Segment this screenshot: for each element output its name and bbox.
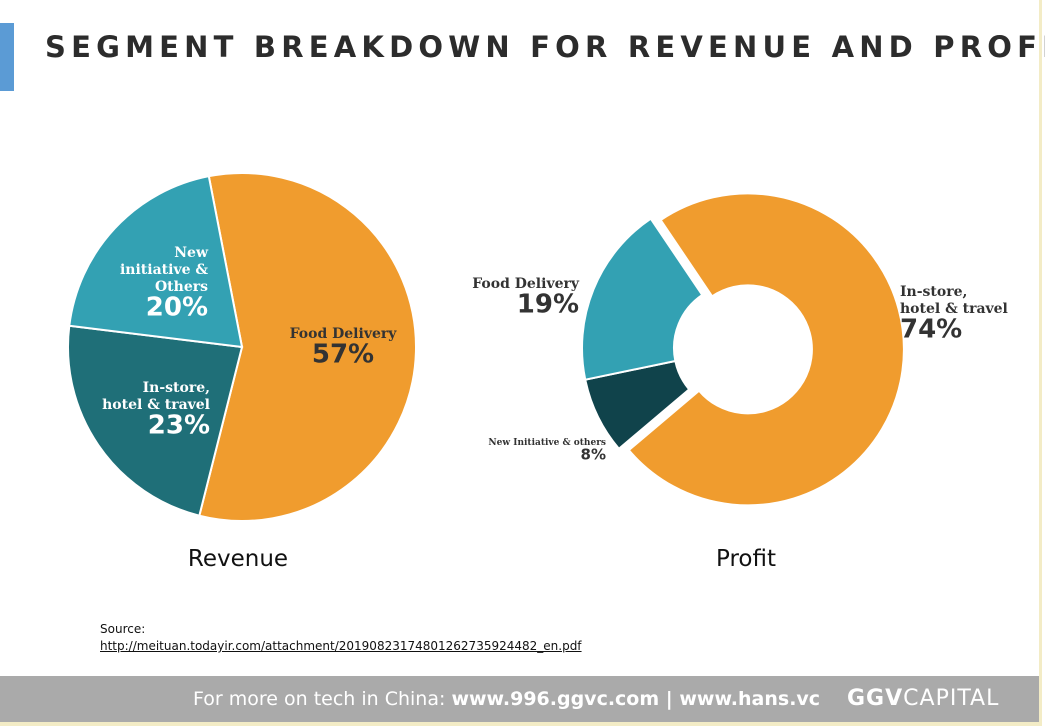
chart1-new-initiative-others-label: New Initiative & others [488,438,606,448]
footer-link-hans[interactable]: www.hans.vc [679,688,821,710]
chart1-in-store-hotel-travel-value: 74% [900,315,962,345]
footer-prefix: For more on tech in China: [193,688,452,710]
chart0-in-store-hotel-travel-label: In-store, [143,380,210,396]
slide-title: SEGMENT BREAKDOWN FOR REVENUE AND PROFIT [45,30,1045,64]
revenue-slice-food-delivery [198,172,418,522]
footer-link-ggvc[interactable]: www.996.ggvc.com [451,688,660,710]
title-accent-bar [0,23,14,91]
chart1-in-store-hotel-travel-label: In-store, [900,284,967,300]
chart0-in-store-hotel-travel-value: 23% [148,411,210,441]
source-label: Source: [100,622,146,636]
source-note: Source: http://meituan.todayir.com/attac… [100,622,582,653]
chart0-food-delivery-label: Food Delivery [290,326,398,342]
footer-bar: For more on tech in China: www.996.ggvc.… [0,676,1039,722]
profit-slice-food-delivery [581,217,704,381]
chart0-new-initiative-others-label: Others [155,279,208,295]
chart0-in-store-hotel-travel-label: hotel & travel [102,397,210,413]
chart1-new-initiative-others-value: 8% [581,445,606,463]
revenue-slice-new-initiative-others [68,175,244,349]
chart0-food-delivery-value: 57% [312,340,374,370]
profit-chart-title: Profit [716,546,776,572]
footer-separator: | [659,688,680,710]
chart0-new-initiative-others-label: initiative & [120,262,208,278]
revenue-chart-title: Revenue [187,546,289,572]
chart0-new-initiative-others-label: New [174,245,209,261]
chart1-food-delivery-label: Food Delivery [472,276,580,292]
chart0-new-initiative-others-value: 20% [146,293,208,323]
profit-slice-in-store-hotel-travel [627,192,905,507]
chart1-food-delivery-value: 19% [517,290,579,320]
source-link[interactable]: http://meituan.todayir.com/attachment/20… [100,639,582,653]
chart1-in-store-hotel-travel-label: hotel & travel [900,301,1008,317]
ggv-capital-logo: GGVCAPITAL [847,686,1000,711]
footer-text: For more on tech in China: www.996.ggvc.… [193,688,820,710]
revenue-slice-in-store-hotel-travel [67,324,244,517]
